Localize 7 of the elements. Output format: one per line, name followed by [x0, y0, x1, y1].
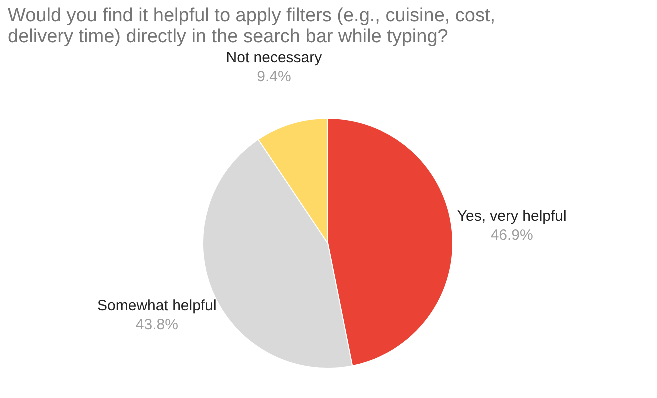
- data-label: 9.4%: [257, 68, 292, 86]
- slice-label: Not necessary: [226, 49, 323, 66]
- chart-title: Would you find it helpful to apply filters (e.g., cuisine, cost, delivery time) directly in the search bar while typing?: [8, 5, 496, 48]
- data-label: 43.8%: [136, 316, 178, 334]
- data-label: 46.9%: [490, 227, 534, 244]
- slice-label: Yes, very helpful: [457, 208, 567, 226]
- slice-label: Somewhat helpful: [98, 298, 217, 314]
